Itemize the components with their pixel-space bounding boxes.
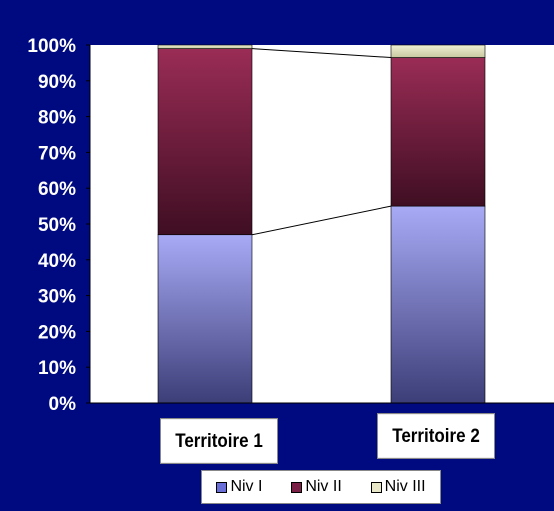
y-tick-label: 30% <box>38 287 76 308</box>
y-tick-label: 40% <box>38 251 76 272</box>
legend-item-niv-ii: Niv II <box>291 478 342 496</box>
y-tick-label: 100% <box>27 36 76 57</box>
legend-swatch-niv-ii <box>291 481 303 493</box>
legend: Niv I Niv II Niv III <box>201 470 441 504</box>
y-tick-label: 70% <box>38 143 76 164</box>
y-tick-label: 10% <box>38 358 76 379</box>
y-tick-label: 0% <box>49 394 77 415</box>
legend-label-niv-i: Niv I <box>230 478 263 495</box>
bar-2-series-3 <box>390 44 486 58</box>
y-tick-label: 60% <box>38 179 76 200</box>
series-line-2 <box>251 48 392 59</box>
legend-swatch-niv-iii <box>370 481 382 493</box>
y-tick-label: 20% <box>38 322 76 343</box>
y-tick-label: 90% <box>38 72 76 93</box>
y-tick-label: 80% <box>38 108 76 129</box>
bar-1-series-1 <box>157 234 253 404</box>
legend-item-niv-iii: Niv III <box>370 478 426 496</box>
bar-1-series-3 <box>157 44 253 49</box>
legend-label-niv-ii: Niv II <box>305 478 342 495</box>
bar-2-series-1 <box>390 205 486 404</box>
series-line-1 <box>251 205 392 236</box>
legend-label-niv-iii: Niv III <box>384 478 426 495</box>
category-label-territoire-1: Territoire 1 <box>160 418 278 464</box>
y-tick-label: 50% <box>38 215 76 236</box>
legend-swatch-niv-i <box>216 481 228 493</box>
category-label-territoire-2: Territoire 2 <box>377 413 495 459</box>
bar-2-series-2 <box>390 57 486 207</box>
bar-1-series-2 <box>157 48 253 236</box>
legend-item-niv-i: Niv I <box>216 478 262 496</box>
